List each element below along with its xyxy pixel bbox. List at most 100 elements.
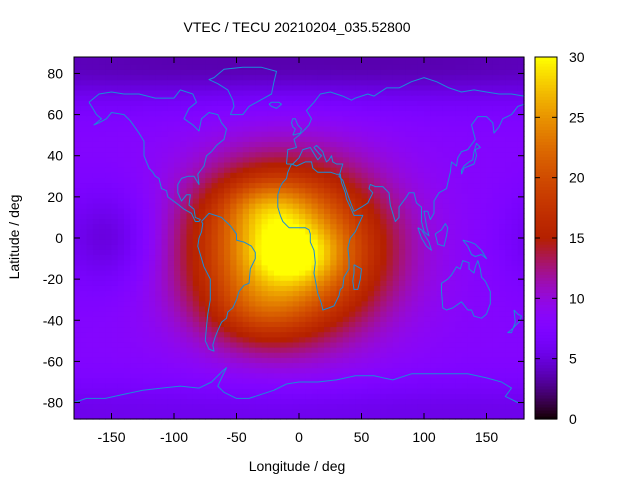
heatmap-cell xyxy=(349,326,356,333)
heatmap-cell xyxy=(130,161,138,168)
heatmap-cell xyxy=(324,249,331,256)
heatmap-cell xyxy=(211,151,219,158)
heatmap-cell xyxy=(274,213,281,220)
heatmap-cell xyxy=(499,146,506,153)
heatmap-cell xyxy=(242,228,250,235)
heatmap-cell xyxy=(149,341,156,348)
heatmap-cell xyxy=(192,259,200,266)
heatmap-cell xyxy=(274,259,281,266)
heatmap-cell xyxy=(361,192,369,199)
heatmap-cell xyxy=(274,141,281,148)
heatmap-cell xyxy=(330,300,338,307)
heatmap-cell xyxy=(467,367,475,374)
heatmap-cell xyxy=(430,408,438,415)
heatmap-cell xyxy=(142,110,150,117)
heatmap-cell xyxy=(242,280,250,286)
heatmap-cell xyxy=(205,74,213,81)
heatmap-cell xyxy=(336,115,344,122)
heatmap-cell xyxy=(249,84,256,91)
heatmap-cell xyxy=(186,79,194,86)
heatmap-cell xyxy=(155,249,163,256)
heatmap-cell xyxy=(511,151,519,158)
heatmap-cell xyxy=(267,192,275,199)
heatmap-cell xyxy=(155,311,163,317)
heatmap-cell xyxy=(436,233,444,240)
heatmap-cell xyxy=(299,105,306,112)
heatmap-cell xyxy=(411,341,419,348)
heatmap-cell xyxy=(167,331,175,338)
heatmap-cell xyxy=(367,290,375,297)
heatmap-cell xyxy=(180,125,188,132)
heatmap-cell xyxy=(292,74,300,81)
heatmap-cell xyxy=(99,362,106,369)
heatmap-cell xyxy=(436,316,444,322)
heatmap-cell xyxy=(74,295,81,302)
heatmap-cell xyxy=(99,187,106,194)
heatmap-cell xyxy=(492,264,500,271)
heatmap-cell xyxy=(349,275,356,281)
heatmap-cell xyxy=(436,321,444,328)
heatmap-cell xyxy=(405,357,413,364)
heatmap-cell xyxy=(355,413,363,420)
heatmap-cell xyxy=(424,336,431,343)
heatmap-cell xyxy=(292,161,300,168)
heatmap-cell xyxy=(167,311,175,317)
heatmap-cell xyxy=(255,228,263,235)
heatmap-cell xyxy=(499,383,506,389)
heatmap-cell xyxy=(374,244,381,250)
heatmap-cell xyxy=(449,233,456,240)
heatmap-cell xyxy=(105,146,113,153)
heatmap-cell xyxy=(467,413,475,420)
heatmap-cell xyxy=(392,388,400,394)
heatmap-cell xyxy=(80,59,88,65)
heatmap-cell xyxy=(286,131,294,137)
heatmap-cell xyxy=(411,208,419,214)
heatmap-cell xyxy=(180,300,188,307)
heatmap-cell xyxy=(211,89,219,96)
heatmap-cell xyxy=(236,311,244,317)
heatmap-cell xyxy=(142,275,150,281)
heatmap-cell xyxy=(424,182,431,189)
heatmap-cell xyxy=(192,383,200,389)
heatmap-cell xyxy=(99,377,106,384)
heatmap-cell xyxy=(161,290,169,297)
heatmap-cell xyxy=(474,321,481,328)
heatmap-cell xyxy=(317,321,325,328)
heatmap-cell xyxy=(455,100,463,106)
heatmap-cell xyxy=(324,341,331,348)
heatmap-cell xyxy=(86,105,94,112)
heatmap-cell xyxy=(199,233,206,240)
heatmap-cell xyxy=(324,84,331,91)
heatmap-cell xyxy=(467,347,475,353)
heatmap-cell xyxy=(105,69,113,76)
heatmap-cell xyxy=(380,64,388,70)
heatmap-cell xyxy=(424,331,431,338)
heatmap-cell xyxy=(117,208,125,214)
heatmap-cell xyxy=(480,131,488,137)
heatmap-cell xyxy=(180,100,188,106)
heatmap-cell xyxy=(167,264,175,271)
heatmap-cell xyxy=(505,125,513,132)
heatmap-cell xyxy=(205,115,213,122)
heatmap-cell xyxy=(242,192,250,199)
heatmap-cell xyxy=(142,336,150,343)
heatmap-cell xyxy=(74,305,81,312)
heatmap-cell xyxy=(380,377,388,384)
heatmap-cell xyxy=(511,290,519,297)
heatmap-cell xyxy=(399,228,406,235)
heatmap-cell xyxy=(292,79,300,86)
heatmap-cell xyxy=(124,372,131,379)
heatmap-cell xyxy=(155,177,163,184)
heatmap-cell xyxy=(405,290,413,297)
heatmap-cell xyxy=(205,398,213,405)
heatmap-cell xyxy=(455,388,463,394)
heatmap-cell xyxy=(155,69,163,76)
heatmap-cell xyxy=(211,105,219,112)
heatmap-cell xyxy=(286,408,294,415)
heatmap-cell xyxy=(517,172,525,178)
heatmap-cell xyxy=(74,321,81,328)
heatmap-cell xyxy=(417,362,425,369)
heatmap-cell xyxy=(149,223,156,230)
heatmap-cell xyxy=(224,264,231,271)
heatmap-cell xyxy=(161,100,169,106)
